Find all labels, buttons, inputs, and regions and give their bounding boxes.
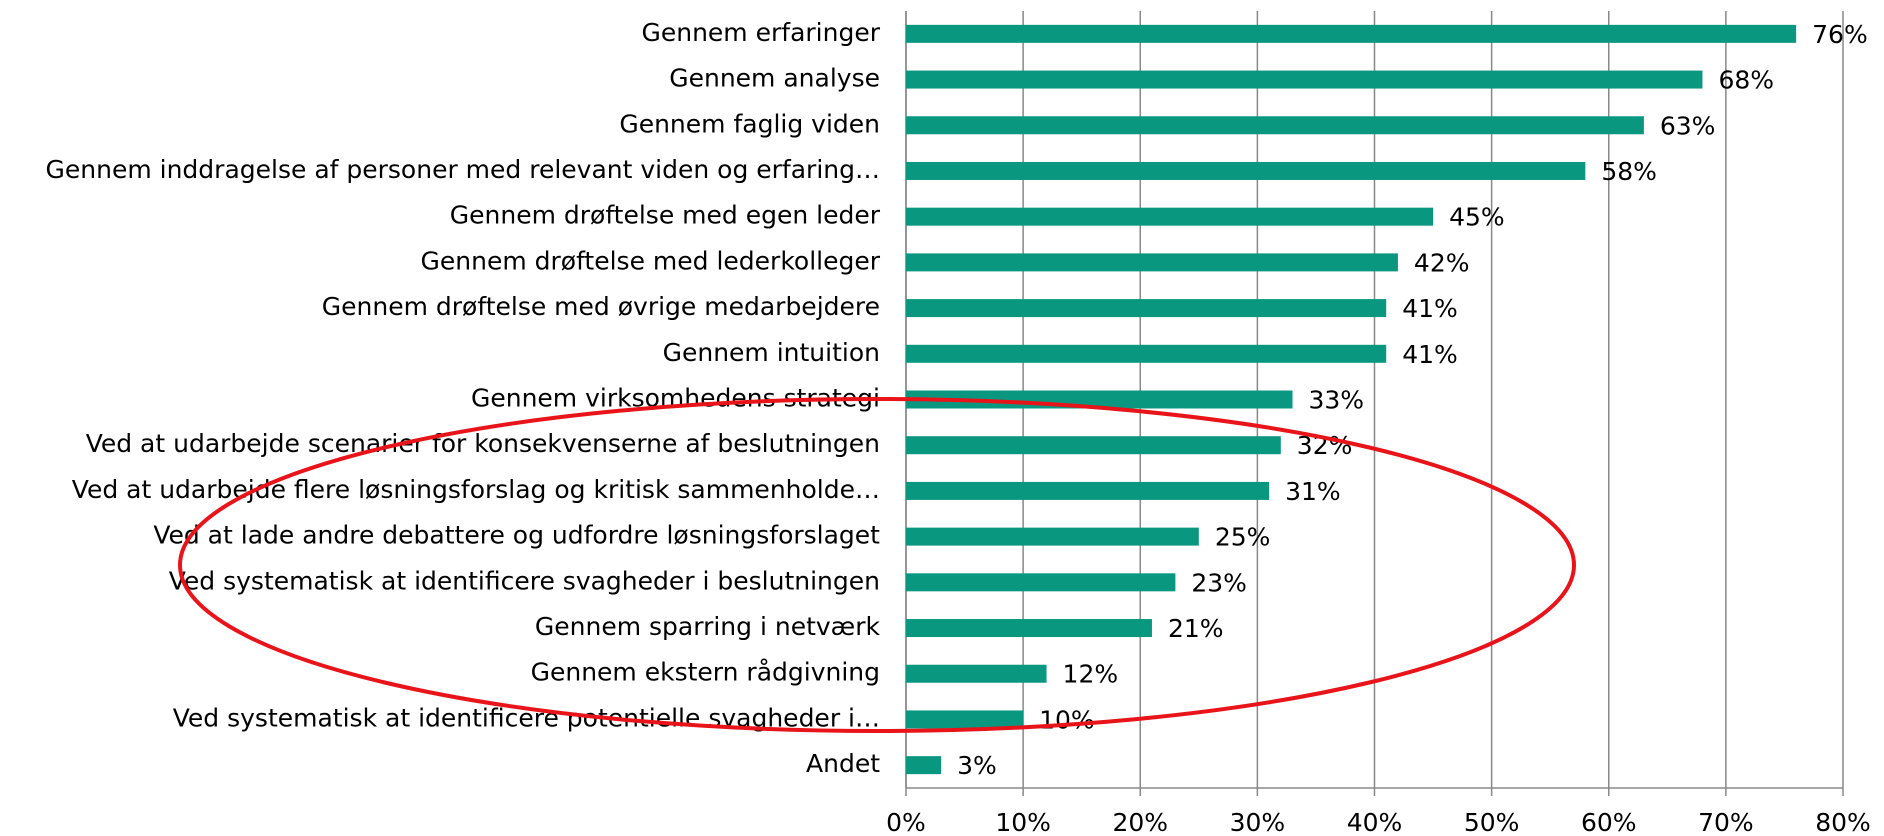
bar: [906, 710, 1024, 729]
data-label: 68%: [1718, 66, 1774, 95]
data-label: 21%: [1168, 614, 1224, 643]
y-tick-label: Ved at udarbejde scenarier for konsekven…: [86, 429, 880, 458]
data-label: 41%: [1402, 340, 1458, 369]
bar: [906, 70, 1703, 89]
bar: [906, 436, 1281, 455]
data-label: 63%: [1660, 111, 1716, 140]
bar: [906, 664, 1047, 683]
y-tick-label: Gennem sparring i netværk: [535, 612, 881, 641]
data-label: 32%: [1297, 431, 1353, 460]
x-tick-label: 70%: [1698, 808, 1754, 836]
y-tick-label: Gennem drøftelse med lederkolleger: [421, 246, 881, 275]
y-tick-label: Gennem virksomhedens strategi: [471, 384, 880, 413]
x-tick-label: 20%: [1112, 808, 1168, 836]
data-label: 10%: [1039, 705, 1095, 734]
bar: [906, 527, 1199, 546]
data-label: 33%: [1309, 386, 1365, 415]
y-tick-label: Ved at udarbejde flere løsningsforslag o…: [72, 475, 880, 504]
x-tick-label: 10%: [995, 808, 1051, 836]
data-label: 42%: [1414, 248, 1470, 277]
x-tick-label: 0%: [886, 808, 926, 836]
y-tick-label: Ved systematisk at identificere potentie…: [173, 703, 880, 732]
data-label: 58%: [1601, 157, 1657, 186]
x-tick-label: 60%: [1581, 808, 1637, 836]
y-tick-label: Ved at lade andre debattere og udfordre …: [153, 521, 880, 550]
x-tick-label: 30%: [1230, 808, 1286, 836]
bar: [906, 756, 942, 775]
bar: [906, 253, 1398, 272]
x-tick-label: 50%: [1464, 808, 1520, 836]
bar: [906, 481, 1270, 500]
bar: [906, 161, 1586, 180]
bar: [906, 573, 1176, 592]
data-label: 76%: [1812, 20, 1868, 49]
data-label: 45%: [1449, 203, 1505, 232]
y-tick-label: Gennem erfaringer: [641, 18, 880, 47]
data-label: 23%: [1191, 568, 1247, 597]
y-tick-label: Gennem inddragelse af personer med relev…: [46, 155, 880, 184]
data-label: 25%: [1215, 523, 1271, 552]
y-tick-label: Gennem ekstern rådgivning: [531, 658, 880, 687]
y-tick-label: Gennem drøftelse med øvrige medarbejdere: [322, 292, 880, 321]
x-tick-label: 80%: [1815, 808, 1871, 836]
bar: [906, 24, 1797, 43]
data-label: 41%: [1402, 294, 1458, 323]
y-tick-label: Andet: [806, 749, 880, 778]
x-tick-label: 40%: [1347, 808, 1403, 836]
data-label: 3%: [957, 751, 997, 780]
data-label: 31%: [1285, 477, 1341, 506]
y-tick-label: Gennem faglig viden: [619, 109, 880, 138]
y-tick-label: Gennem drøftelse med egen leder: [450, 201, 881, 230]
bar: [906, 116, 1644, 135]
bar: [906, 390, 1293, 409]
bar: [906, 207, 1434, 226]
bar: [906, 619, 1152, 638]
y-tick-label: Gennem intuition: [663, 338, 880, 367]
bar: [906, 299, 1387, 318]
y-tick-label: Gennem analyse: [669, 64, 880, 93]
data-label: 12%: [1063, 660, 1119, 689]
y-tick-label: Ved systematisk at identificere svaghede…: [169, 566, 880, 595]
bar: [906, 344, 1387, 363]
